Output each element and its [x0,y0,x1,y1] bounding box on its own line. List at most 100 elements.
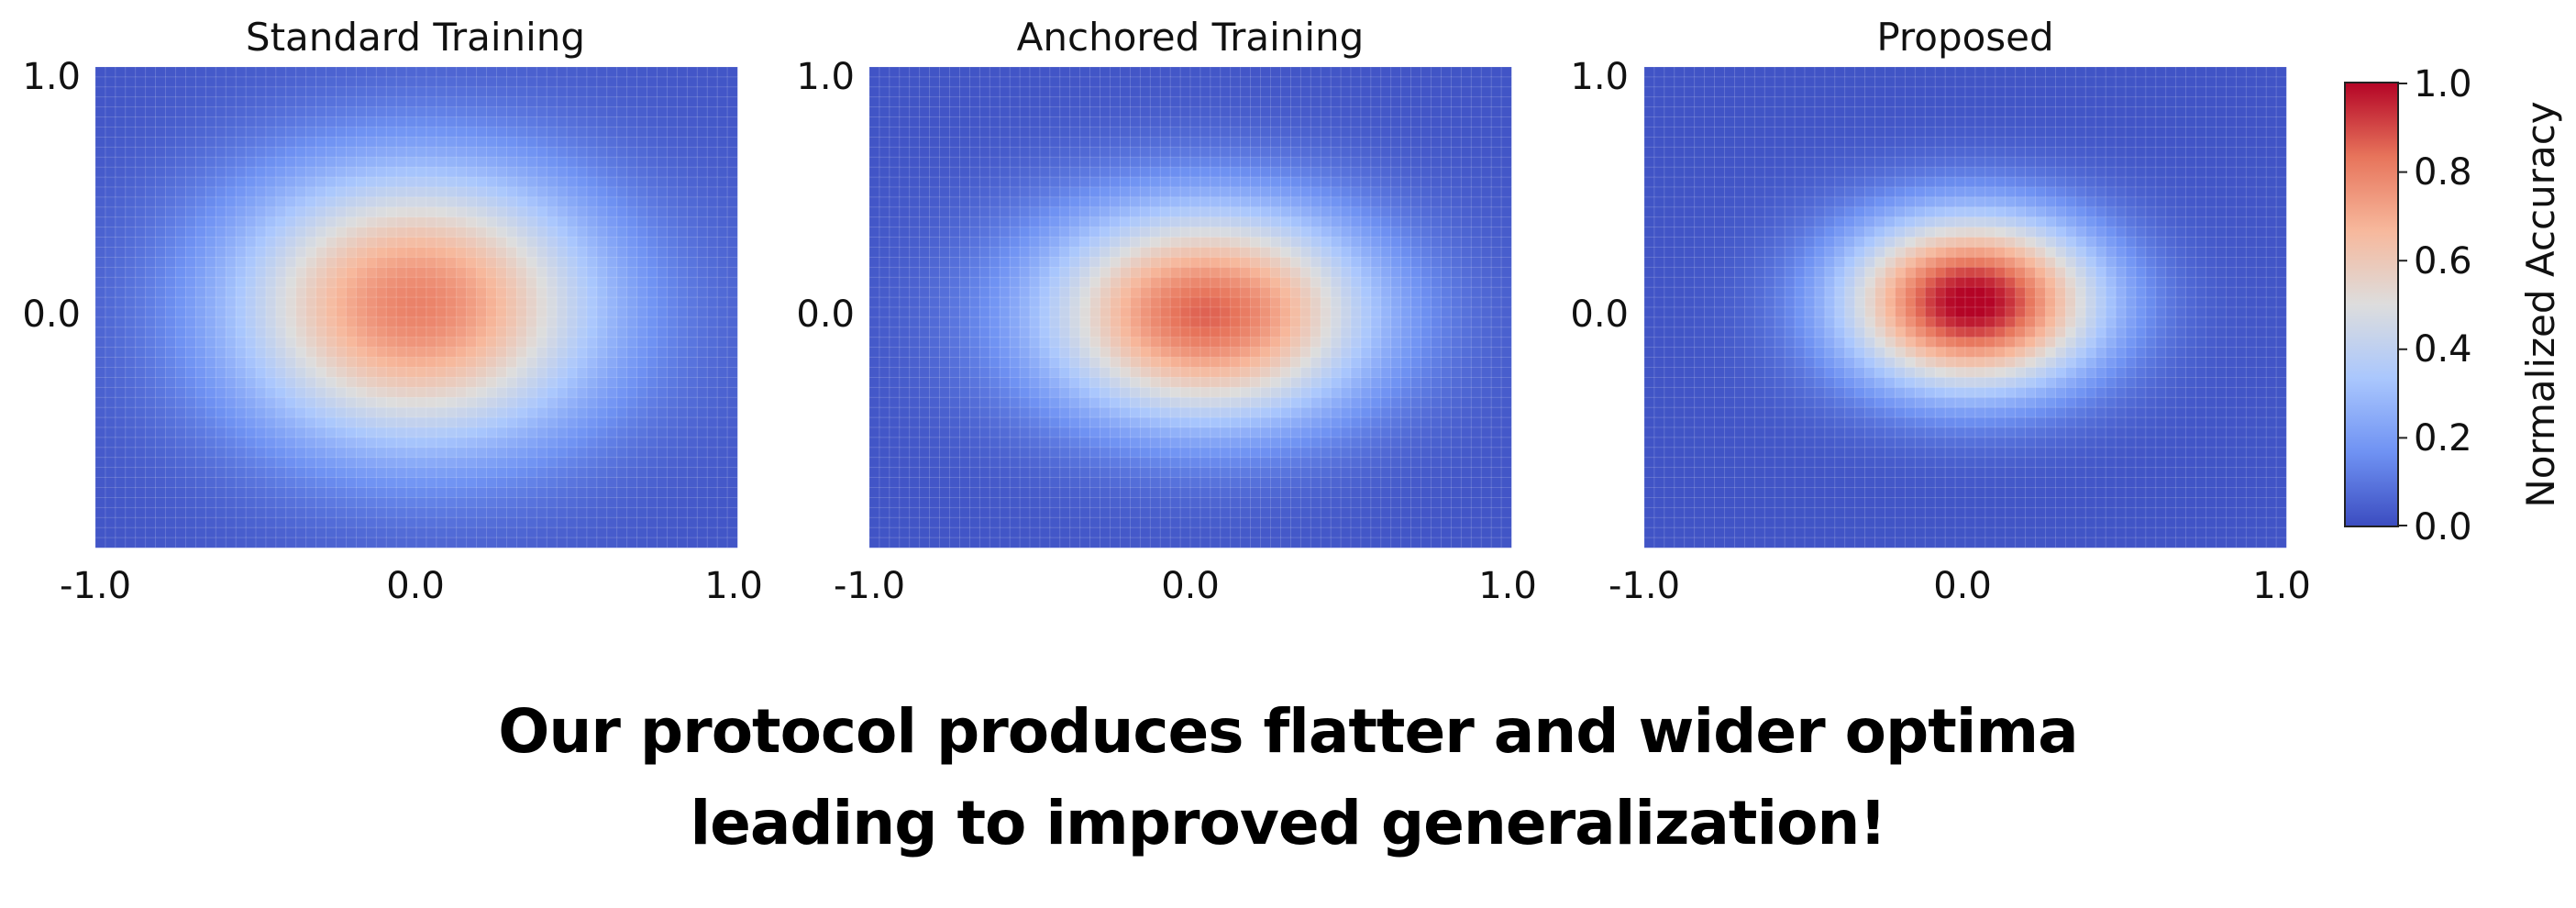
heatmap-cell [155,347,167,359]
heatmap-cell [1400,66,1412,78]
heatmap-cell [1039,357,1051,369]
heatmap-cell [145,116,157,128]
heatmap-cell [999,286,1011,298]
heatmap-cell [185,426,197,438]
heatmap-cell [515,447,528,459]
heatmap-cell [145,477,157,489]
heatmap-cell [576,367,588,379]
heatmap-cell [446,477,458,489]
heatmap-cell [395,467,407,479]
heatmap-cell [305,66,317,78]
heatmap-cell [365,487,377,499]
heatmap-cell [606,156,618,168]
heatmap-cell [456,237,468,249]
heatmap-cell [446,127,458,138]
heatmap-cell [275,477,287,489]
heatmap-cell [657,66,669,78]
heatmap-cell [1139,347,1151,359]
heatmap-cell [456,426,468,438]
heatmap-cell [395,337,407,349]
heatmap-cell [1019,76,1031,88]
heatmap-cell [194,247,207,259]
heatmap-cell [1009,316,1021,328]
heatmap-cell [486,196,498,208]
heatmap-cell [989,146,1001,158]
heatmap-cell [525,416,537,428]
heatmap-cell [295,306,307,318]
heatmap-cell [566,406,578,418]
heatmap-cell [1250,106,1262,118]
heatmap-cell [145,337,157,349]
heatmap-cell [285,337,297,349]
heatmap-cell [225,437,237,448]
heatmap-cell [185,137,197,149]
heatmap-cell [1089,116,1101,128]
heatmap-cell [1380,316,1392,328]
heatmap-cell [346,206,358,218]
heatmap-cell [275,487,287,499]
heatmap-cell [486,296,498,308]
heatmap-cell [1370,227,1382,238]
heatmap-cell [636,96,648,108]
heatmap-cell [576,166,588,178]
heatmap-cell [1431,166,1443,178]
heatmap-cell [868,127,880,138]
heatmap-cell [426,337,437,349]
heatmap-cell [346,156,358,168]
heatmap-cell [1139,257,1151,269]
heatmap-cell [566,367,578,379]
heatmap-cell [1421,266,1432,278]
heatmap-cell [999,357,1011,369]
heatmap-cell [245,516,257,528]
heatmap-cell [879,286,890,298]
heatmap-cell [215,257,227,269]
heatmap-cell [1490,337,1502,349]
heatmap-cell [1069,206,1081,218]
heatmap-cell [546,447,558,459]
heatmap-cell [476,276,488,288]
heatmap-cell [105,406,116,418]
heatmap-cell [385,296,397,308]
heatmap-cell [1039,206,1051,218]
heatmap-cell [1350,206,1362,218]
heatmap-cell [395,76,407,88]
heatmap-cell [706,257,718,269]
heatmap-cell [939,76,951,88]
heatmap-cell [295,337,307,349]
heatmap-cell [415,506,427,518]
heatmap-cell [706,216,718,228]
heatmap-cell [1100,86,1111,98]
heatmap-cell [586,506,598,518]
heatmap-cell [245,206,257,218]
heatmap-cell [225,266,237,278]
heatmap-cell [295,186,307,198]
heatmap-cell [185,276,197,288]
heatmap-cell [726,306,738,318]
heatmap-cell [486,276,498,288]
heatmap-cell [978,196,990,208]
heatmap-cell [185,196,197,208]
heatmap-cell [275,196,287,208]
heatmap-cell [155,516,167,528]
heatmap-cell [446,337,458,349]
heatmap-cell [1380,166,1392,178]
heatmap-cell [1029,176,1041,188]
heatmap-cell [385,306,397,318]
heatmap-cell [1480,116,1492,128]
heatmap-cell [1280,186,1292,198]
heatmap-cell [285,196,297,208]
heatmap-cell [466,477,478,489]
heatmap-cell [706,377,718,389]
heatmap-cell [909,247,921,259]
heatmap-cell [194,186,207,198]
heatmap-cell [405,516,417,528]
heatmap-cell [515,506,528,518]
heatmap-cell [1230,266,1242,278]
heatmap-cell [375,216,387,228]
heatmap-cell [336,166,348,178]
heatmap-cell [215,337,227,349]
heatmap-cell [125,247,137,259]
heatmap-cell [919,196,931,208]
heatmap-cell [706,166,718,178]
heatmap-cell [105,526,116,538]
